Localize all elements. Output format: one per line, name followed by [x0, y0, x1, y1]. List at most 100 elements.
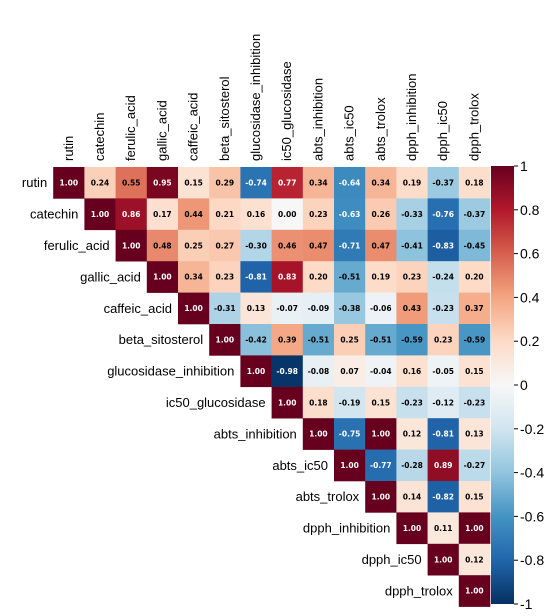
cell-value-label: 0.19: [372, 273, 391, 282]
row-label-ic50_glucosidase: ic50_glucosidase: [166, 395, 266, 410]
legend-tick-label: -0.8: [520, 552, 544, 568]
cell-value-label: 0.23: [216, 273, 235, 282]
cell-value-label: 0.43: [403, 304, 422, 313]
heatmap-cell: [209, 198, 241, 231]
heatmap-cell: [240, 167, 272, 199]
cell-value-label: 0.39: [278, 336, 297, 345]
heatmap-cells: 1.00 0.24 0.55 0.95 0.15 0.29 -0.74 0.77 0.34 -0.…: [53, 167, 491, 607]
row-label-gallic_acid: gallic_acid: [80, 269, 141, 284]
cell-value-label: 0.20: [309, 273, 328, 282]
cell-value-label: -0.51: [339, 273, 361, 282]
cell-value-label: -0.64: [339, 179, 361, 188]
cell-value-label: -0.05: [432, 367, 454, 376]
cell-value-label: -0.23: [432, 304, 454, 313]
cell-value-label: 1.00: [184, 304, 203, 313]
cell-value-label: 0.20: [465, 273, 484, 282]
heatmap-cell: [334, 198, 366, 231]
column-label-ferulic_acid: ferulic_acid: [123, 95, 138, 161]
cell-value-label: 0.47: [372, 241, 391, 250]
heatmap-cell: [427, 512, 460, 545]
heatmap-cell: [396, 229, 428, 262]
legend-tick-label: 0.4: [520, 289, 540, 305]
heatmap-cell: [302, 324, 335, 356]
heatmap-cell: [271, 292, 304, 325]
cell-value-label: -0.51: [370, 336, 392, 345]
heatmap-cell: [240, 198, 272, 231]
heatmap-cell: [458, 355, 491, 388]
column-label-glucosidase_inhibition: glucosidase_inhibition: [248, 34, 263, 161]
heatmap-cell: [302, 292, 335, 325]
heatmap-cell: [178, 292, 210, 325]
cell-value-label: 0.26: [372, 210, 391, 219]
cell-value-label: -0.83: [432, 241, 454, 250]
heatmap-cell: [396, 324, 428, 356]
cell-value-label: 0.12: [465, 555, 484, 564]
cell-value-label: 0.18: [465, 179, 484, 188]
cell-value-label: -0.37: [432, 179, 454, 188]
heatmap-cell: [240, 292, 272, 325]
heatmap-cell: [209, 167, 241, 199]
cell-value-label: -0.27: [464, 461, 486, 470]
heatmap-cell: [240, 355, 272, 388]
cell-value-label: 0.25: [340, 336, 359, 345]
cell-value-label: 1.00: [216, 336, 235, 345]
cell-value-label: 0.83: [278, 273, 297, 282]
heatmap-cell: [240, 324, 272, 356]
row-label-dpph_ic50: dpph_ic50: [362, 552, 422, 567]
cell-value-label: 0.95: [153, 179, 172, 188]
cell-value-label: 0.15: [184, 179, 203, 188]
column-label-dpph_ic50: dpph_ic50: [435, 101, 450, 161]
cell-value-label: -0.30: [245, 241, 267, 250]
cell-value-label: 0.16: [247, 210, 266, 219]
row-label-rutin: rutin: [22, 175, 47, 190]
cell-value-label: 1.00: [247, 367, 266, 376]
cell-value-label: -0.24: [432, 273, 454, 282]
cell-value-label: 0.17: [153, 210, 172, 219]
column-label-caffeic_acid: caffeic_acid: [186, 93, 201, 161]
cell-value-label: -0.19: [339, 398, 361, 407]
column-label-dpph_inhibition: dpph_inhibition: [404, 74, 419, 161]
heatmap-cell: [396, 481, 428, 513]
heatmap-cell: [271, 198, 304, 231]
cell-value-label: 1.00: [372, 430, 391, 439]
cell-value-label: -0.07: [276, 304, 298, 313]
cell-value-label: 0.12: [403, 430, 422, 439]
legend-color-bar: [491, 166, 514, 604]
heatmap-cell: [334, 324, 366, 356]
row-label-dpph_trolox: dpph_trolox: [385, 583, 453, 598]
heatmap-cell: [396, 167, 428, 199]
heatmap-cell: [365, 324, 397, 356]
cell-value-label: -0.41: [401, 241, 423, 250]
cell-value-label: 0.16: [403, 367, 422, 376]
cell-value-label: 1.00: [309, 430, 328, 439]
cell-value-label: 0.86: [122, 210, 141, 219]
heatmap-cell: [427, 481, 460, 513]
heatmap-cell: [458, 292, 491, 325]
row-label-abts_ic50: abts_ic50: [272, 458, 328, 473]
cell-value-label: 0.34: [184, 273, 203, 282]
heatmap-cell: [365, 292, 397, 325]
row-label-caffeic_acid: caffeic_acid: [104, 301, 172, 316]
heatmap-cell: [146, 261, 179, 293]
heatmap-cell: [365, 386, 397, 419]
cell-value-label: -0.09: [308, 304, 330, 313]
legend-tick-label: -0.6: [520, 508, 544, 524]
cell-value-label: 1.00: [278, 398, 297, 407]
heatmap-cell: [240, 261, 272, 293]
heatmap-cell: [271, 261, 304, 293]
cell-value-label: -0.51: [308, 336, 330, 345]
heatmap-cell: [396, 355, 428, 388]
cell-value-label: -0.98: [276, 367, 298, 376]
heatmap-cell: [458, 481, 491, 513]
heatmap-cell: [365, 167, 397, 199]
heatmap-cell: [365, 449, 397, 482]
cell-value-label: -0.74: [245, 179, 267, 188]
heatmap-cell: [396, 292, 428, 325]
cell-value-label: 1.00: [465, 524, 484, 533]
column-labels: rutin catechin ferulic_acid gallic_acid caff…: [61, 34, 482, 161]
heatmap-cell: [365, 418, 397, 450]
column-label-rutin: rutin: [61, 136, 76, 161]
heatmap-cell: [302, 261, 335, 293]
column-label-abts_trolox: abts_trolox: [373, 97, 388, 161]
